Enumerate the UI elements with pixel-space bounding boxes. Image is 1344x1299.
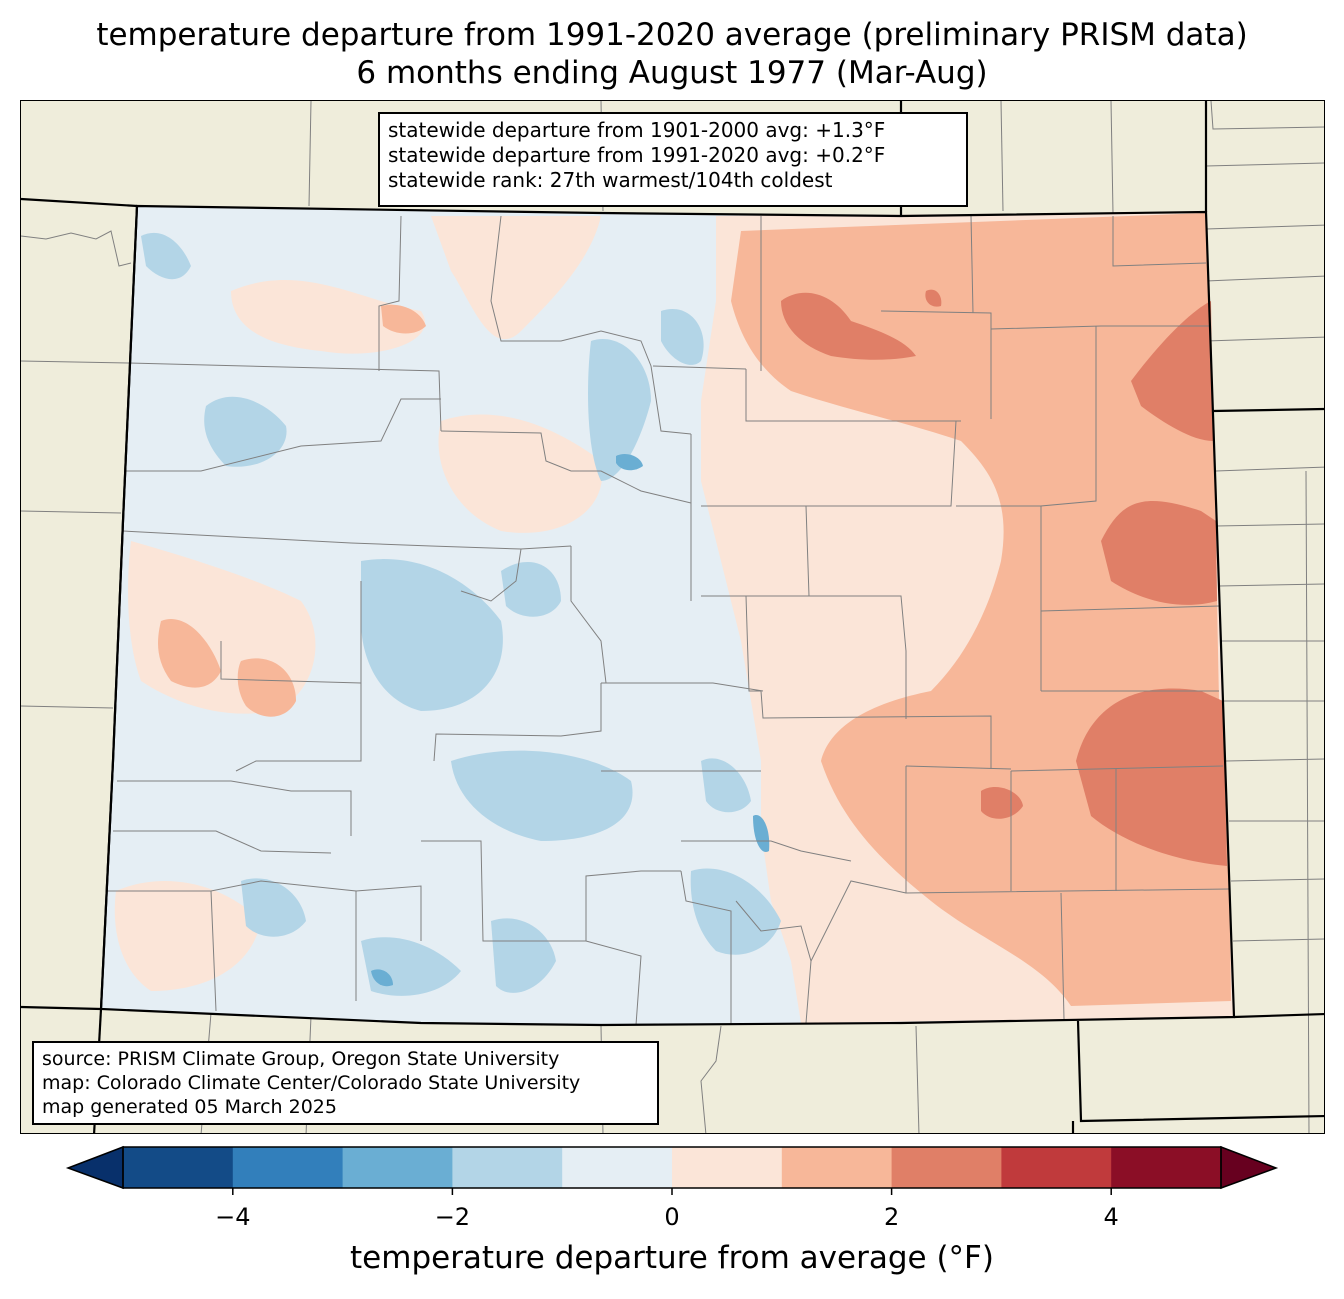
colorbar-bin — [1001, 1147, 1112, 1188]
warm-region-0-1-sw — [114, 881, 261, 991]
cool-region-c — [501, 562, 561, 617]
warm-region-2-3-spot — [925, 289, 942, 307]
colorbar-tick-label: −4 — [215, 1203, 251, 1231]
cool-region-s1 — [451, 750, 633, 841]
source-line: source: PRISM Climate Group, Oregon Stat… — [42, 1048, 560, 1070]
cool-region-2-3-se — [753, 815, 770, 852]
cool-region-s3 — [491, 918, 556, 993]
colorbar-bin — [232, 1147, 344, 1188]
warm-region-0-1-nw — [231, 280, 425, 354]
stats-line-rank: statewide rank: 27th warmest/104th colde… — [388, 168, 833, 192]
county-lines — [107, 215, 1230, 1026]
cool-region-se1 — [690, 868, 781, 955]
cool-region-n1 — [588, 339, 651, 481]
colorbar — [65, 1145, 1279, 1195]
colorbar-bin — [891, 1147, 1002, 1188]
colorado-temperature-map — [21, 101, 1324, 1133]
stats-line-1901-2000: statewide departure from 1901-2000 avg: … — [388, 118, 886, 142]
generated-date-line: map generated 05 March 2025 — [42, 1096, 337, 1118]
warm-region-2-3-ne — [781, 292, 916, 360]
stats-line-1991-2020: statewide departure from 1991-2020 avg: … — [388, 143, 886, 167]
source-credit-box: source: PRISM Climate Group, Oregon Stat… — [32, 1041, 659, 1125]
cool-region-nw — [141, 232, 191, 280]
warm-region-1-2-w2 — [237, 658, 296, 717]
cool-region-w1 — [204, 396, 287, 467]
colorbar-bin — [1111, 1147, 1222, 1188]
chart-subtitle: 6 months ending August 1977 (Mar-Aug) — [356, 55, 988, 91]
chart-title: temperature departure from 1991-2020 ave… — [96, 17, 1248, 53]
warm-region-2-3-se2 — [981, 786, 1023, 819]
colorbar-under-arrow — [65, 1145, 124, 1190]
map-frame — [20, 100, 1325, 1134]
cool-region-2-3-n — [616, 454, 643, 471]
warm-region-1-2-north — [381, 304, 426, 334]
colorbar-tick-label: −2 — [434, 1203, 471, 1231]
cool-region-w2 — [361, 559, 503, 711]
statewide-stats-box: statewide departure from 1901-2000 avg: … — [378, 112, 968, 207]
colorbar-ticks — [232, 1188, 1112, 1195]
state-boundaries — [21, 101, 1324, 1133]
colorbar-bin — [781, 1147, 893, 1188]
cool-region-sw — [241, 878, 306, 937]
cool-region-2-3-sw — [371, 969, 393, 987]
colorbar-label: temperature departure from average (°F) — [350, 1240, 994, 1276]
colorbar-over-arrow — [1220, 1145, 1279, 1190]
warm-region-2-3-se — [1076, 688, 1227, 866]
colorbar-tick-label: 0 — [664, 1203, 680, 1231]
colorbar-bin — [452, 1147, 563, 1188]
warm-region-0-1-north — [431, 216, 601, 340]
warm-region-0-1-central — [438, 414, 603, 533]
warm-region-2-3-east1 — [1131, 301, 1213, 441]
colorbar-bin — [123, 1147, 234, 1188]
colorbar-bin — [562, 1147, 673, 1188]
cool-region-n2 — [661, 309, 704, 365]
map-credit-line: map: Colorado Climate Center/Colorado St… — [42, 1072, 581, 1094]
colorbar-tick-label: 4 — [1103, 1203, 1119, 1231]
colorbar-bins — [123, 1147, 1222, 1188]
colorbar-bin — [672, 1147, 783, 1188]
warm-region-1-2-sw — [158, 619, 221, 688]
warm-region-2-3-east2 — [1101, 501, 1217, 605]
cool-region-se2 — [701, 758, 751, 813]
colorbar-tick-label: 2 — [883, 1203, 900, 1231]
colorbar-bin — [342, 1147, 453, 1188]
